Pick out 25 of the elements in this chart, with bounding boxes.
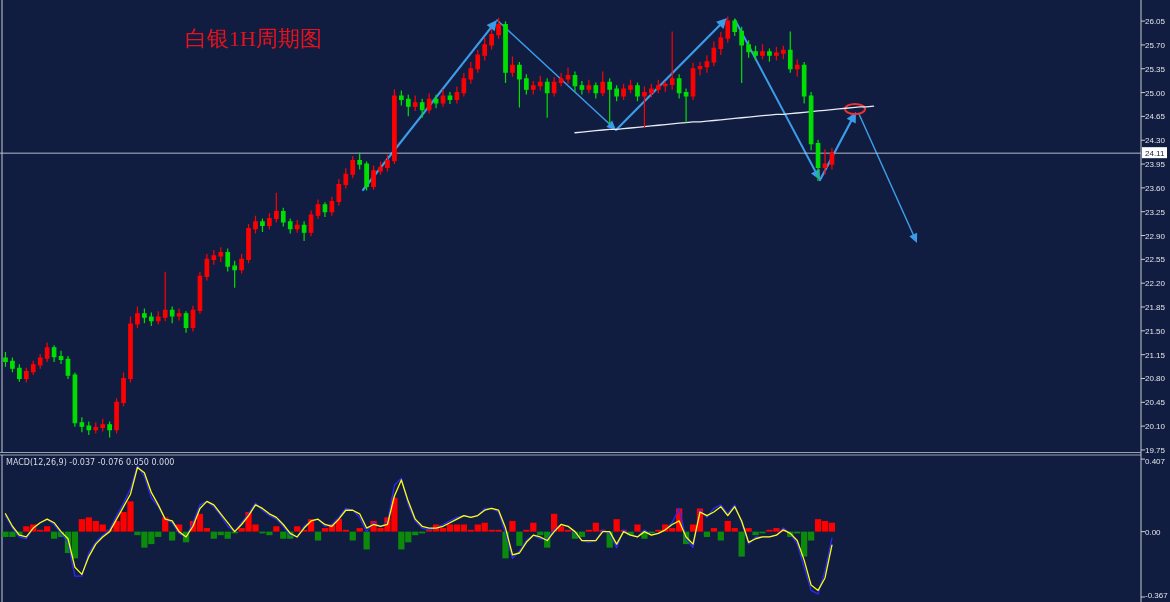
y-tick-label: 19.75 — [1145, 445, 1166, 455]
y-tick-label: 25.00 — [1145, 88, 1166, 98]
y-tick-label: 24.30 — [1145, 136, 1166, 146]
y-tick-label: 25.35 — [1145, 64, 1166, 74]
y-tick-label: 0.407 — [1145, 457, 1166, 466]
y-tick-label: 21.15 — [1145, 350, 1166, 360]
y-tick-label: 26.05 — [1145, 17, 1166, 27]
y-tick-label: 21.85 — [1145, 303, 1166, 313]
y-tick-label: -0.367 — [1145, 591, 1169, 600]
y-tick-label: 23.95 — [1145, 160, 1166, 170]
y-tick-label: 22.90 — [1145, 231, 1166, 241]
ref-line-label: 24.11 — [1145, 149, 1165, 159]
y-tick-label: 23.60 — [1145, 183, 1166, 193]
y-tick-label: 0.00 — [1145, 527, 1162, 537]
text: 白银1H周期图 — [185, 26, 322, 51]
y-tick-label: 22.20 — [1145, 279, 1166, 289]
y-tick-label: 20.45 — [1145, 398, 1166, 408]
y-tick-label: 23.25 — [1145, 207, 1166, 217]
y-tick-label: 24.65 — [1145, 112, 1166, 122]
y-tick-label: 22.55 — [1145, 255, 1166, 265]
y-tick-label: 20.80 — [1145, 374, 1166, 384]
y-tick-label: 20.10 — [1145, 422, 1166, 432]
chart-title: MACD(12,26,9) -0.037 -0.076 0.050 0.000 — [6, 458, 175, 467]
y-tick-label: 21.50 — [1145, 326, 1166, 336]
y-tick-label: 25.70 — [1145, 40, 1166, 50]
